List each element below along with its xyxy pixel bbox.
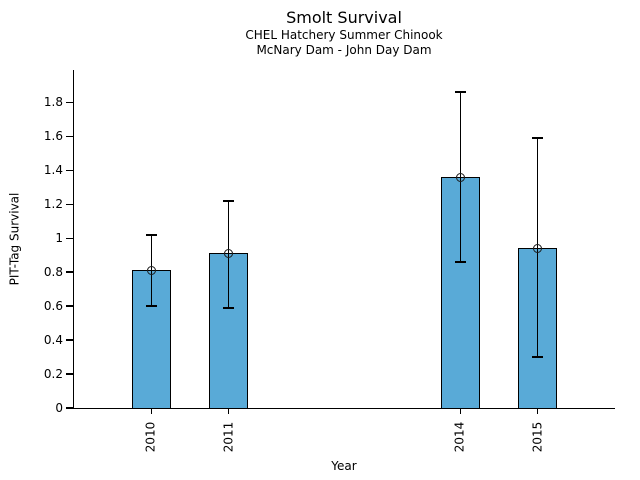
y-tick-mark bbox=[65, 203, 73, 205]
point-marker-2015 bbox=[533, 243, 543, 253]
x-tick-label-2014: 2014 bbox=[452, 421, 467, 453]
y-axis-line bbox=[72, 70, 74, 410]
error-cap-top-2015 bbox=[532, 137, 544, 139]
x-tick-label-2015: 2015 bbox=[530, 421, 545, 453]
x-tick-label-2010: 2010 bbox=[143, 421, 158, 453]
y-tick-mark bbox=[65, 271, 73, 273]
x-tick-label-2011: 2011 bbox=[221, 421, 236, 453]
point-marker-2014 bbox=[455, 172, 465, 182]
y-tick-label: 0.2 bbox=[43, 367, 63, 382]
x-tick-mark bbox=[150, 408, 152, 414]
x-tick-mark bbox=[459, 408, 462, 414]
error-cap-top-2014 bbox=[454, 91, 466, 93]
x-axis-title: Year bbox=[331, 459, 357, 473]
x-tick-mark bbox=[227, 408, 230, 414]
x-axis-line bbox=[72, 407, 615, 409]
y-tick-mark bbox=[65, 305, 73, 307]
error-cap-bottom-2010 bbox=[145, 305, 157, 307]
chart-title: Smolt Survival bbox=[286, 8, 402, 27]
error-cap-bottom-2011 bbox=[223, 307, 235, 309]
x-tick-mark bbox=[537, 408, 539, 414]
point-marker-2010 bbox=[146, 265, 156, 275]
y-tick-mark bbox=[65, 101, 73, 103]
y-tick-mark bbox=[65, 339, 73, 341]
error-cap-top-2010 bbox=[145, 234, 157, 236]
y-tick-label: 1.4 bbox=[43, 163, 63, 178]
chart-subtitle-reach: McNary Dam - John Day Dam bbox=[256, 43, 432, 57]
error-cap-top-2011 bbox=[223, 200, 235, 202]
y-tick-mark bbox=[65, 373, 73, 375]
y-tick-label: 0 bbox=[55, 401, 63, 415]
y-tick-mark bbox=[65, 237, 73, 239]
y-tick-label: 0.8 bbox=[43, 265, 63, 280]
y-tick-label: 1.6 bbox=[43, 129, 63, 144]
y-tick-label: 0.6 bbox=[43, 299, 63, 314]
point-marker-2011 bbox=[224, 248, 234, 258]
y-tick-mark bbox=[65, 407, 73, 409]
y-tick-mark bbox=[65, 169, 73, 171]
y-tick-mark bbox=[65, 135, 73, 137]
y-tick-label: 0.4 bbox=[43, 333, 63, 348]
error-cap-bottom-2015 bbox=[532, 356, 544, 358]
y-tick-label: 1.8 bbox=[43, 95, 63, 110]
chart-subtitle-stock: CHEL Hatchery Summer Chinook bbox=[245, 28, 443, 42]
y-tick-label: 1 bbox=[55, 231, 63, 246]
error-cap-bottom-2014 bbox=[454, 261, 466, 263]
y-tick-label: 1.2 bbox=[43, 197, 63, 212]
